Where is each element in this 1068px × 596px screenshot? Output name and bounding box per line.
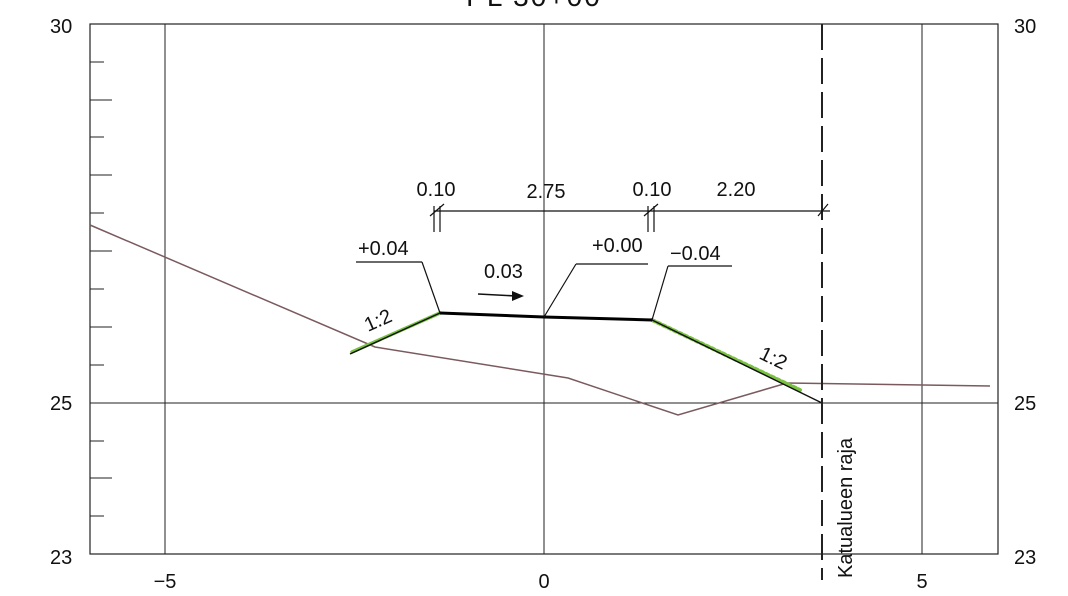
existing-ground-line <box>89 224 991 416</box>
right-level-leader <box>651 265 669 321</box>
left-slope-line <box>349 312 441 355</box>
y-label-left-23: 23 <box>50 547 72 569</box>
x-label-5: 5 <box>916 571 927 593</box>
crossfall-label: 0.03 <box>484 261 523 283</box>
right-level-label: −0.04 <box>670 243 721 265</box>
y-label-right-25: 25 <box>1014 393 1036 415</box>
x-label-0: 0 <box>538 571 549 593</box>
y-label-left-30: 30 <box>50 16 72 38</box>
y-label-left-25: 25 <box>50 393 72 415</box>
y-label-right-23: 23 <box>1014 547 1036 569</box>
dim-2-20: 2.20 <box>717 179 756 201</box>
dim-0-10-right: 0.10 <box>633 179 672 201</box>
x-label-minus5: −5 <box>154 571 177 593</box>
dimension-ticks <box>429 203 829 232</box>
left-level-leader <box>421 261 441 314</box>
crossfall-arrow-head <box>512 291 524 301</box>
left-level-label: +0.04 <box>358 238 409 260</box>
right-slope-line <box>651 319 823 404</box>
center-level-label: +0.00 <box>592 235 643 257</box>
y-minor-ticks <box>90 61 112 517</box>
boundary-label: Katualueen raja <box>835 437 857 578</box>
dim-2-75: 2.75 <box>527 181 566 203</box>
crossfall-arrow-shaft <box>477 293 517 297</box>
drawing-title: PL 30+00 <box>466 0 602 12</box>
dim-0-10-left: 0.10 <box>417 179 456 201</box>
left-slope-ratio: 1:2 <box>361 305 395 336</box>
y-label-right-30: 30 <box>1014 16 1036 38</box>
center-level-leader <box>543 263 577 318</box>
